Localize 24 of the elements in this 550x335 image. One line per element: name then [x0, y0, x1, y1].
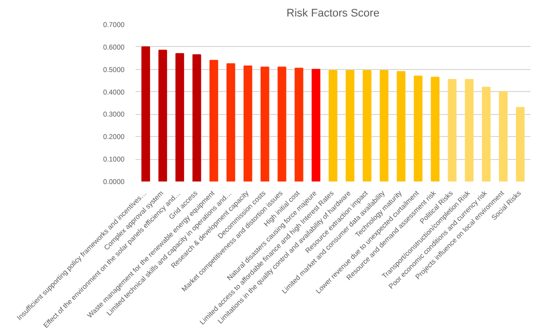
bar — [244, 65, 252, 182]
chart-title: Risk Factors Score — [286, 8, 380, 20]
bar — [464, 78, 474, 182]
bar — [141, 46, 150, 182]
bar — [380, 70, 388, 182]
bar — [430, 76, 440, 182]
bar — [226, 63, 236, 182]
bar — [158, 50, 168, 182]
bar — [414, 76, 422, 182]
bar — [192, 54, 202, 182]
bar — [328, 70, 338, 182]
bar — [175, 53, 184, 182]
bar — [396, 71, 406, 182]
bar — [209, 60, 218, 182]
bar — [346, 70, 354, 182]
bar — [498, 91, 508, 182]
bar — [448, 78, 457, 182]
bar — [260, 66, 270, 182]
bar — [516, 106, 525, 182]
bar — [294, 68, 304, 182]
bar — [312, 68, 320, 182]
bar — [482, 86, 491, 182]
bar — [278, 66, 286, 182]
bar — [362, 70, 372, 182]
